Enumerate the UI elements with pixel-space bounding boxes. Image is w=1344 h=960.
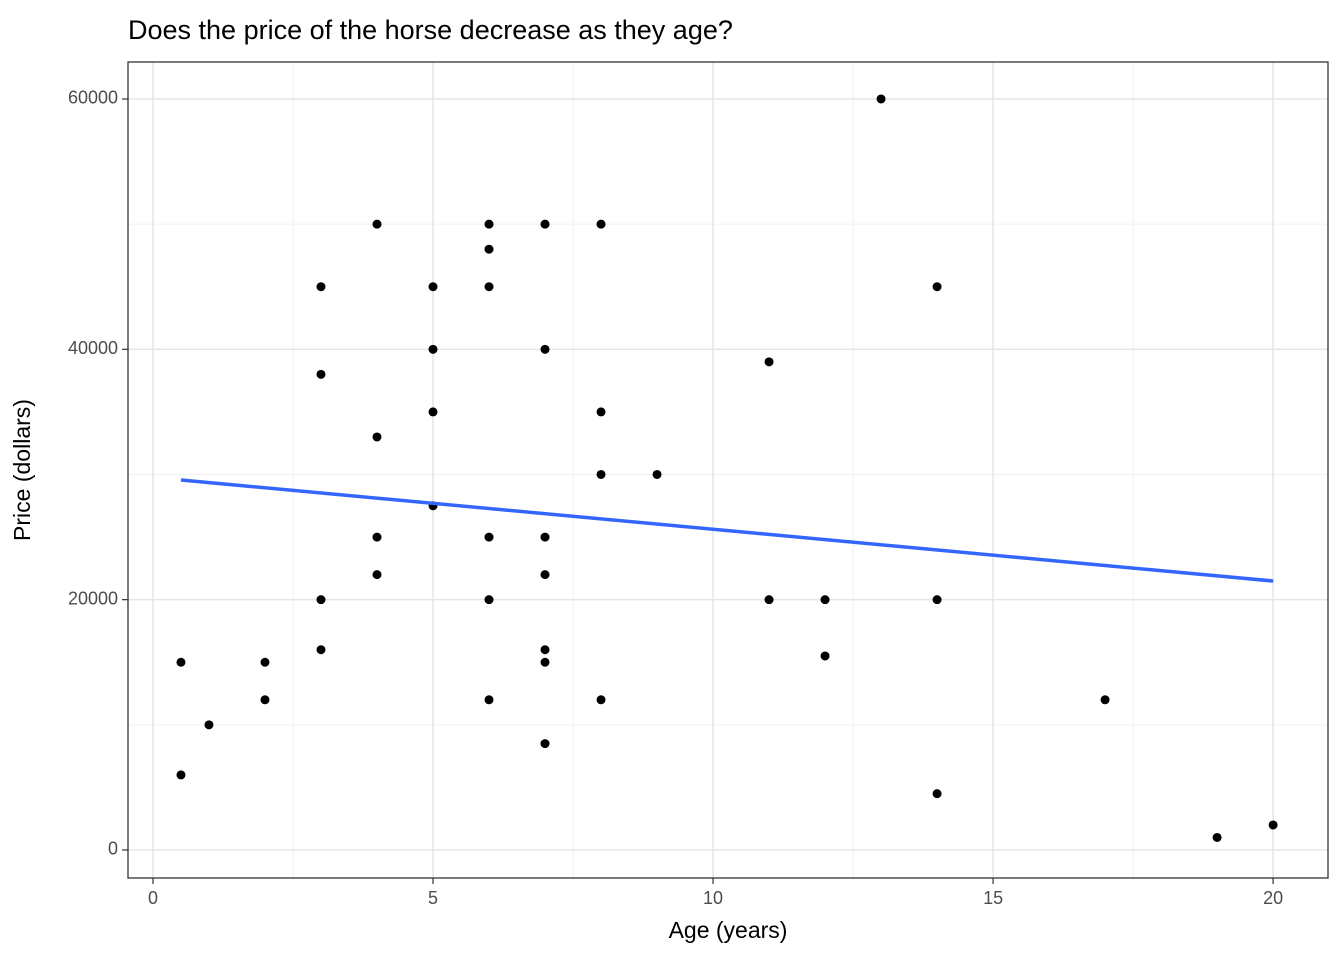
point — [540, 532, 550, 542]
point — [540, 344, 550, 354]
point — [820, 595, 830, 605]
point — [484, 695, 494, 705]
point — [596, 695, 606, 705]
y-tick-label: 40000 — [68, 338, 118, 358]
point — [540, 219, 550, 229]
point — [540, 657, 550, 667]
point — [1268, 820, 1278, 830]
point — [372, 219, 382, 229]
point — [316, 369, 326, 379]
point — [316, 645, 326, 655]
chart-title: Does the price of the horse decrease as … — [128, 15, 733, 45]
point — [176, 770, 186, 780]
x-tick-label: 5 — [428, 888, 438, 908]
point — [1212, 832, 1222, 842]
point — [540, 570, 550, 580]
y-tick-label: 60000 — [68, 88, 118, 108]
panel-border — [127, 61, 1329, 879]
y-axis-title: Price (dollars) — [9, 399, 35, 541]
point — [932, 595, 942, 605]
point — [176, 657, 186, 667]
fit-line — [180, 478, 1274, 583]
point — [484, 244, 494, 254]
point — [260, 657, 270, 667]
point — [372, 532, 382, 542]
point — [316, 282, 326, 292]
point — [428, 344, 438, 354]
point — [596, 219, 606, 229]
point — [484, 219, 494, 229]
point — [596, 407, 606, 417]
point — [764, 595, 774, 605]
y-tick-label: 20000 — [68, 588, 118, 608]
x-axis-title: Age (years) — [669, 917, 788, 943]
point — [484, 532, 494, 542]
point — [596, 469, 606, 479]
point — [428, 407, 438, 417]
point — [540, 739, 550, 749]
point — [484, 282, 494, 292]
point — [372, 432, 382, 442]
point — [316, 595, 326, 605]
point — [540, 645, 550, 655]
point — [1100, 695, 1110, 705]
point — [764, 357, 774, 367]
x-tick-label: 10 — [703, 888, 723, 908]
y-tick-label: 0 — [108, 839, 118, 859]
point — [428, 282, 438, 292]
point — [260, 695, 270, 705]
x-tick-label: 15 — [983, 888, 1003, 908]
point — [932, 789, 942, 799]
x-tick-label: 0 — [148, 888, 158, 908]
x-tick-label: 20 — [1263, 888, 1283, 908]
point — [372, 570, 382, 580]
point — [820, 651, 830, 661]
point — [484, 595, 494, 605]
point — [876, 94, 886, 104]
point — [652, 469, 662, 479]
point — [932, 282, 942, 292]
point — [204, 720, 214, 730]
